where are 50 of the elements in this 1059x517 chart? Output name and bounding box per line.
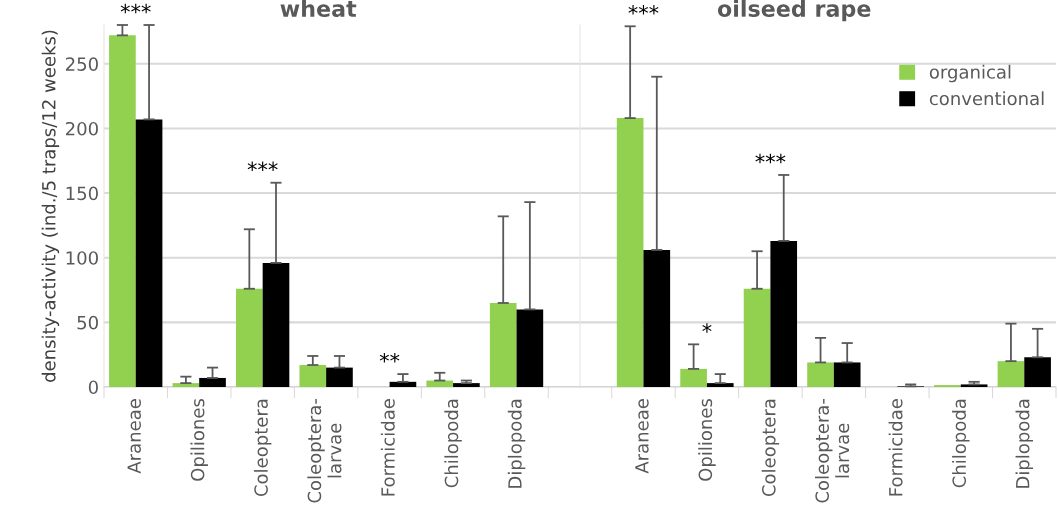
y-tick-label: 150	[66, 186, 98, 201]
bar	[643, 249, 671, 387]
bar	[262, 262, 290, 387]
y-tick-label: 50	[77, 315, 98, 330]
y-axis-title: density-activity (ind./5 traps/12 weeks)	[41, 30, 60, 382]
x-tick-label: Chilopoda	[952, 399, 970, 488]
x-tick-label: Opiliones	[698, 398, 716, 481]
x-tick-label: Formicidae	[380, 399, 395, 496]
chart-title: wheat	[280, 0, 357, 17]
bar	[426, 380, 454, 387]
y-tick-label: 0	[88, 380, 98, 395]
x-tick-label: Diplopoda	[507, 399, 526, 488]
x-tick-label: Araneae	[635, 399, 649, 474]
bar	[680, 368, 707, 387]
bar	[1024, 357, 1051, 387]
annotation: **	[379, 352, 400, 363]
x-tick-label: Araneae	[127, 399, 141, 474]
bar	[997, 361, 1025, 387]
y-tick-label: 100	[66, 251, 98, 265]
legend-label: conventional	[929, 91, 1044, 106]
x-tick-label: Diplopoda	[1015, 399, 1033, 488]
bar	[516, 309, 544, 387]
text: ***	[628, 5, 659, 15]
bar	[109, 35, 136, 387]
bar	[770, 240, 798, 387]
x-tick-label: Coleoptera- larvae	[307, 399, 342, 503]
legend-label: organical	[929, 64, 1011, 83]
x-tick-label: Coleoptera	[761, 399, 780, 497]
y-tick-label: 250	[66, 57, 98, 71]
bar	[807, 362, 834, 387]
bar	[616, 118, 644, 387]
x-tick-label: Coleoptera- larvae	[815, 399, 850, 503]
bar	[299, 365, 327, 387]
chart-title: oilseed rape	[717, 0, 871, 22]
bar	[199, 377, 226, 387]
bar	[236, 288, 263, 387]
annotation: ***	[247, 161, 278, 172]
annotation: ***	[755, 153, 786, 164]
x-tick-label: Formicidae	[888, 399, 903, 496]
x-tick-label: Chilopoda	[444, 399, 462, 488]
x-tick-label: Coleoptera	[253, 399, 272, 497]
x-tick-label: Opiliones	[190, 398, 208, 481]
y-tick-label: 200	[66, 121, 98, 136]
bar	[833, 362, 861, 387]
annotation: *	[702, 323, 712, 333]
bar	[135, 119, 163, 387]
bar	[326, 367, 353, 387]
bar	[489, 302, 517, 387]
bar	[743, 288, 771, 387]
text: ***	[120, 3, 151, 14]
